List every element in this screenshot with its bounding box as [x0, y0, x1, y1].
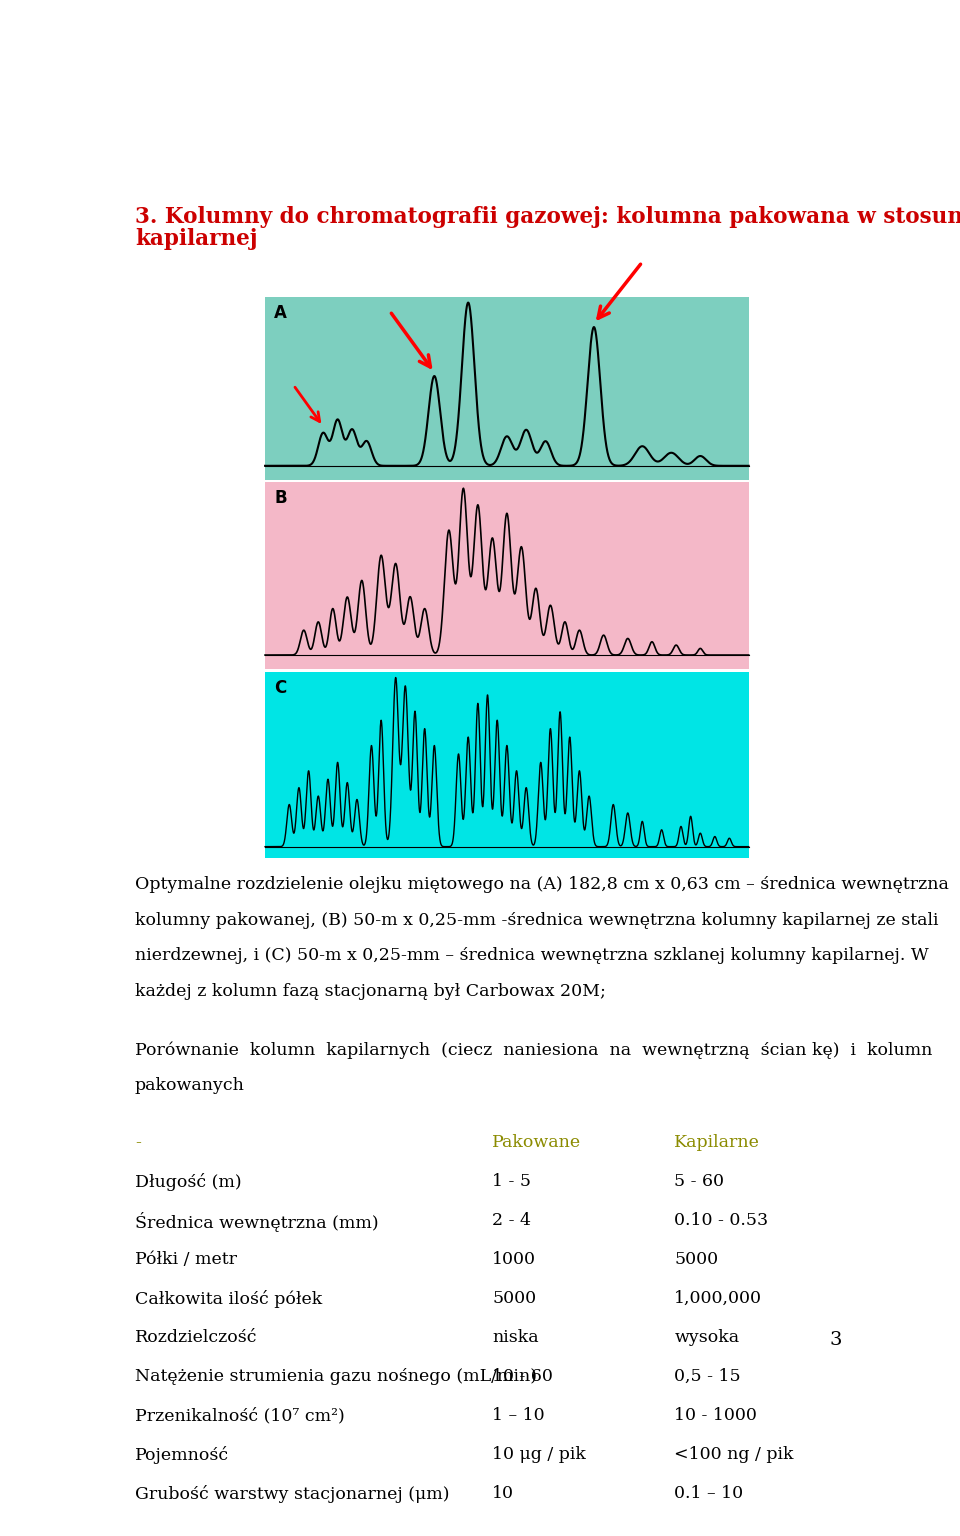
Text: 10 μg / pik: 10 μg / pik [492, 1447, 586, 1464]
Text: -: - [134, 1134, 141, 1150]
Text: <100 ng / pik: <100 ng / pik [674, 1447, 794, 1464]
Text: kapilarnej: kapilarnej [134, 227, 257, 250]
Text: 0,5 - 15: 0,5 - 15 [674, 1369, 741, 1385]
Text: Pojemność: Pojemność [134, 1447, 229, 1464]
Text: pakowanych: pakowanych [134, 1077, 245, 1094]
Text: 2 - 4: 2 - 4 [492, 1212, 531, 1229]
Text: wysoka: wysoka [674, 1329, 739, 1346]
Text: Grubość warstwy stacjonarnej (μm): Grubość warstwy stacjonarnej (μm) [134, 1485, 449, 1504]
Text: 3. Kolumny do chromatografii gazowej: kolumna pakowana w stosunku do kolumny: 3. Kolumny do chromatografii gazowej: ko… [134, 206, 960, 227]
Text: Średnica wewnętrzna (mm): Średnica wewnętrzna (mm) [134, 1212, 378, 1232]
Text: C: C [274, 679, 286, 697]
Text: Całkowita ilość półek: Całkowita ilość półek [134, 1290, 323, 1309]
Text: każdej z kolumn fazą stacjonarną był Carbowax 20M;: każdej z kolumn fazą stacjonarną był Car… [134, 983, 606, 1000]
Text: B: B [274, 490, 287, 507]
Text: Pakowane: Pakowane [492, 1134, 581, 1150]
Text: Porównanie  kolumn  kapilarnych  (ciecz  naniesiona  na  wewnętrzną  ścian kę)  : Porównanie kolumn kapilarnych (ciecz nan… [134, 1041, 932, 1060]
Text: Półki / metr: Półki / metr [134, 1252, 237, 1269]
Text: 5000: 5000 [674, 1252, 718, 1269]
Text: kolumny pakowanej, (B) 50-m x 0,25-mm -średnica wewnętrzna kolumny kapilarnej ze: kolumny pakowanej, (B) 50-m x 0,25-mm -ś… [134, 912, 938, 929]
Text: 1000: 1000 [492, 1252, 536, 1269]
Text: 1 – 10: 1 – 10 [492, 1407, 544, 1424]
Bar [265, 296, 749, 479]
Text: nierdzewnej, i (C) 50-m x 0,25-mm – średnica wewnętrzna szklanej kolumny kapilar: nierdzewnej, i (C) 50-m x 0,25-mm – śred… [134, 948, 928, 965]
Text: A: A [274, 304, 287, 321]
Text: 10 - 60: 10 - 60 [492, 1369, 553, 1385]
Text: Długość (m): Długość (m) [134, 1174, 242, 1190]
Text: 10: 10 [492, 1485, 514, 1502]
Bar [265, 671, 749, 859]
Text: 10 - 1000: 10 - 1000 [674, 1407, 757, 1424]
Text: 3: 3 [829, 1332, 842, 1349]
Text: Rozdzielczość: Rozdzielczość [134, 1329, 257, 1346]
Bar [265, 482, 749, 670]
Text: Kapilarne: Kapilarne [674, 1134, 760, 1150]
Text: niska: niska [492, 1329, 539, 1346]
Text: 1,000,000: 1,000,000 [674, 1290, 762, 1307]
Text: 0.10 - 0.53: 0.10 - 0.53 [674, 1212, 768, 1229]
Text: 1 - 5: 1 - 5 [492, 1174, 531, 1190]
Text: 5000: 5000 [492, 1290, 536, 1307]
Text: 0.1 – 10: 0.1 – 10 [674, 1485, 743, 1502]
Text: 5 - 60: 5 - 60 [674, 1174, 724, 1190]
Text: Natężenie strumienia gazu nośnego (mL/min): Natężenie strumienia gazu nośnego (mL/mi… [134, 1369, 537, 1385]
Text: Optymalne rozdzielenie olejku miętowego na (A) 182,8 cm x 0,63 cm – średnica wew: Optymalne rozdzielenie olejku miętowego … [134, 876, 948, 894]
Text: Przenikalność (10⁷ cm²): Przenikalność (10⁷ cm²) [134, 1407, 345, 1424]
